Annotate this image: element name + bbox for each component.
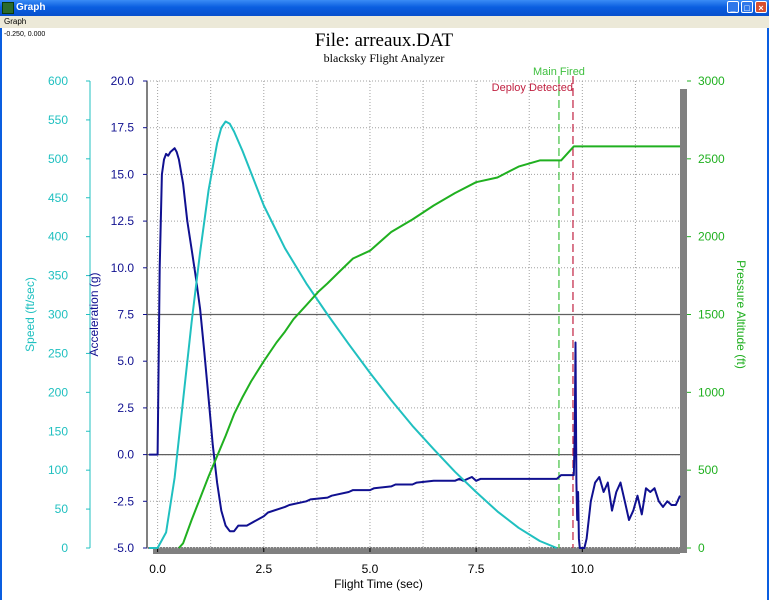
altitude-tick-label: 0 [698,541,705,555]
series-line-speed[interactable] [149,120,558,549]
window-frame-right [767,28,769,600]
acceleration-tick-label: -5.0 [113,541,134,555]
altitude-tick-label: 1500 [698,308,725,322]
speed-tick-label: 300 [48,308,68,322]
speed-tick-label: 350 [48,269,68,283]
x-tick-label: 10.0 [571,562,595,576]
acceleration-tick-label: 20.0 [111,74,135,88]
menu-item-graph[interactable]: Graph [4,17,27,26]
x-axis-label: Flight Time (sec) [334,577,423,591]
speed-tick-label: 500 [48,152,68,166]
altitude-tick-label: 1000 [698,385,725,399]
x-tick-label: 0.0 [149,562,166,576]
speed-axis-label: Speed (ft/sec) [23,277,37,352]
plot-shadow-bottom [153,548,680,554]
window-frame-left [0,28,2,600]
altitude-tick-label: 500 [698,463,718,477]
window-titlebar[interactable]: Graph _ □ × [0,0,769,16]
acceleration-axis-label: Acceleration (g) [87,272,101,356]
plot-shadow-right [680,89,687,553]
cursor-coordinates: -0.250, 0.000 [4,31,46,38]
altitude-tick-label: 2000 [698,230,725,244]
speed-tick-label: 450 [48,191,68,205]
speed-tick-label: 100 [48,463,68,477]
acceleration-tick-label: 2.5 [117,401,134,415]
app-icon [2,2,14,14]
menu-bar: Graph [0,16,769,28]
acceleration-tick-label: 15.0 [111,167,135,181]
altitude-axis-label: Pressure Altitude (ft) [734,260,748,369]
speed-tick-label: 150 [48,424,68,438]
acceleration-tick-label: 0.0 [117,448,134,462]
acceleration-tick-label: 7.5 [117,308,134,322]
event-label: Deploy Detected [492,82,573,94]
x-tick-label: 7.5 [468,562,485,576]
window-title: Graph [16,2,46,13]
minimize-button[interactable]: _ [727,1,739,13]
speed-tick-label: 600 [48,74,68,88]
series-line-pressure-altitude[interactable] [178,145,680,549]
speed-tick-label: 550 [48,113,68,127]
acceleration-tick-label: 5.0 [117,354,134,368]
acceleration-tick-label: -2.5 [113,494,134,508]
chart-subtitle: blacksky Flight Analyzer [324,51,445,65]
speed-tick-label: 250 [48,346,68,360]
altitude-tick-label: 3000 [698,74,725,88]
acceleration-tick-label: 10.0 [111,261,135,275]
speed-tick-label: 50 [55,502,69,516]
speed-tick-label: 0 [61,541,68,555]
x-tick-label: 5.0 [362,562,379,576]
acceleration-tick-label: 17.5 [111,121,135,135]
chart-title: File: arreaux.DAT [315,30,454,51]
acceleration-tick-label: 12.5 [111,214,135,228]
speed-tick-label: 200 [48,385,68,399]
altitude-tick-label: 2500 [698,152,725,166]
close-button[interactable]: × [755,1,767,13]
event-label: Main Fired [533,66,585,78]
x-tick-label: 2.5 [255,562,272,576]
maximize-button[interactable]: □ [741,1,753,13]
speed-tick-label: 400 [48,230,68,244]
